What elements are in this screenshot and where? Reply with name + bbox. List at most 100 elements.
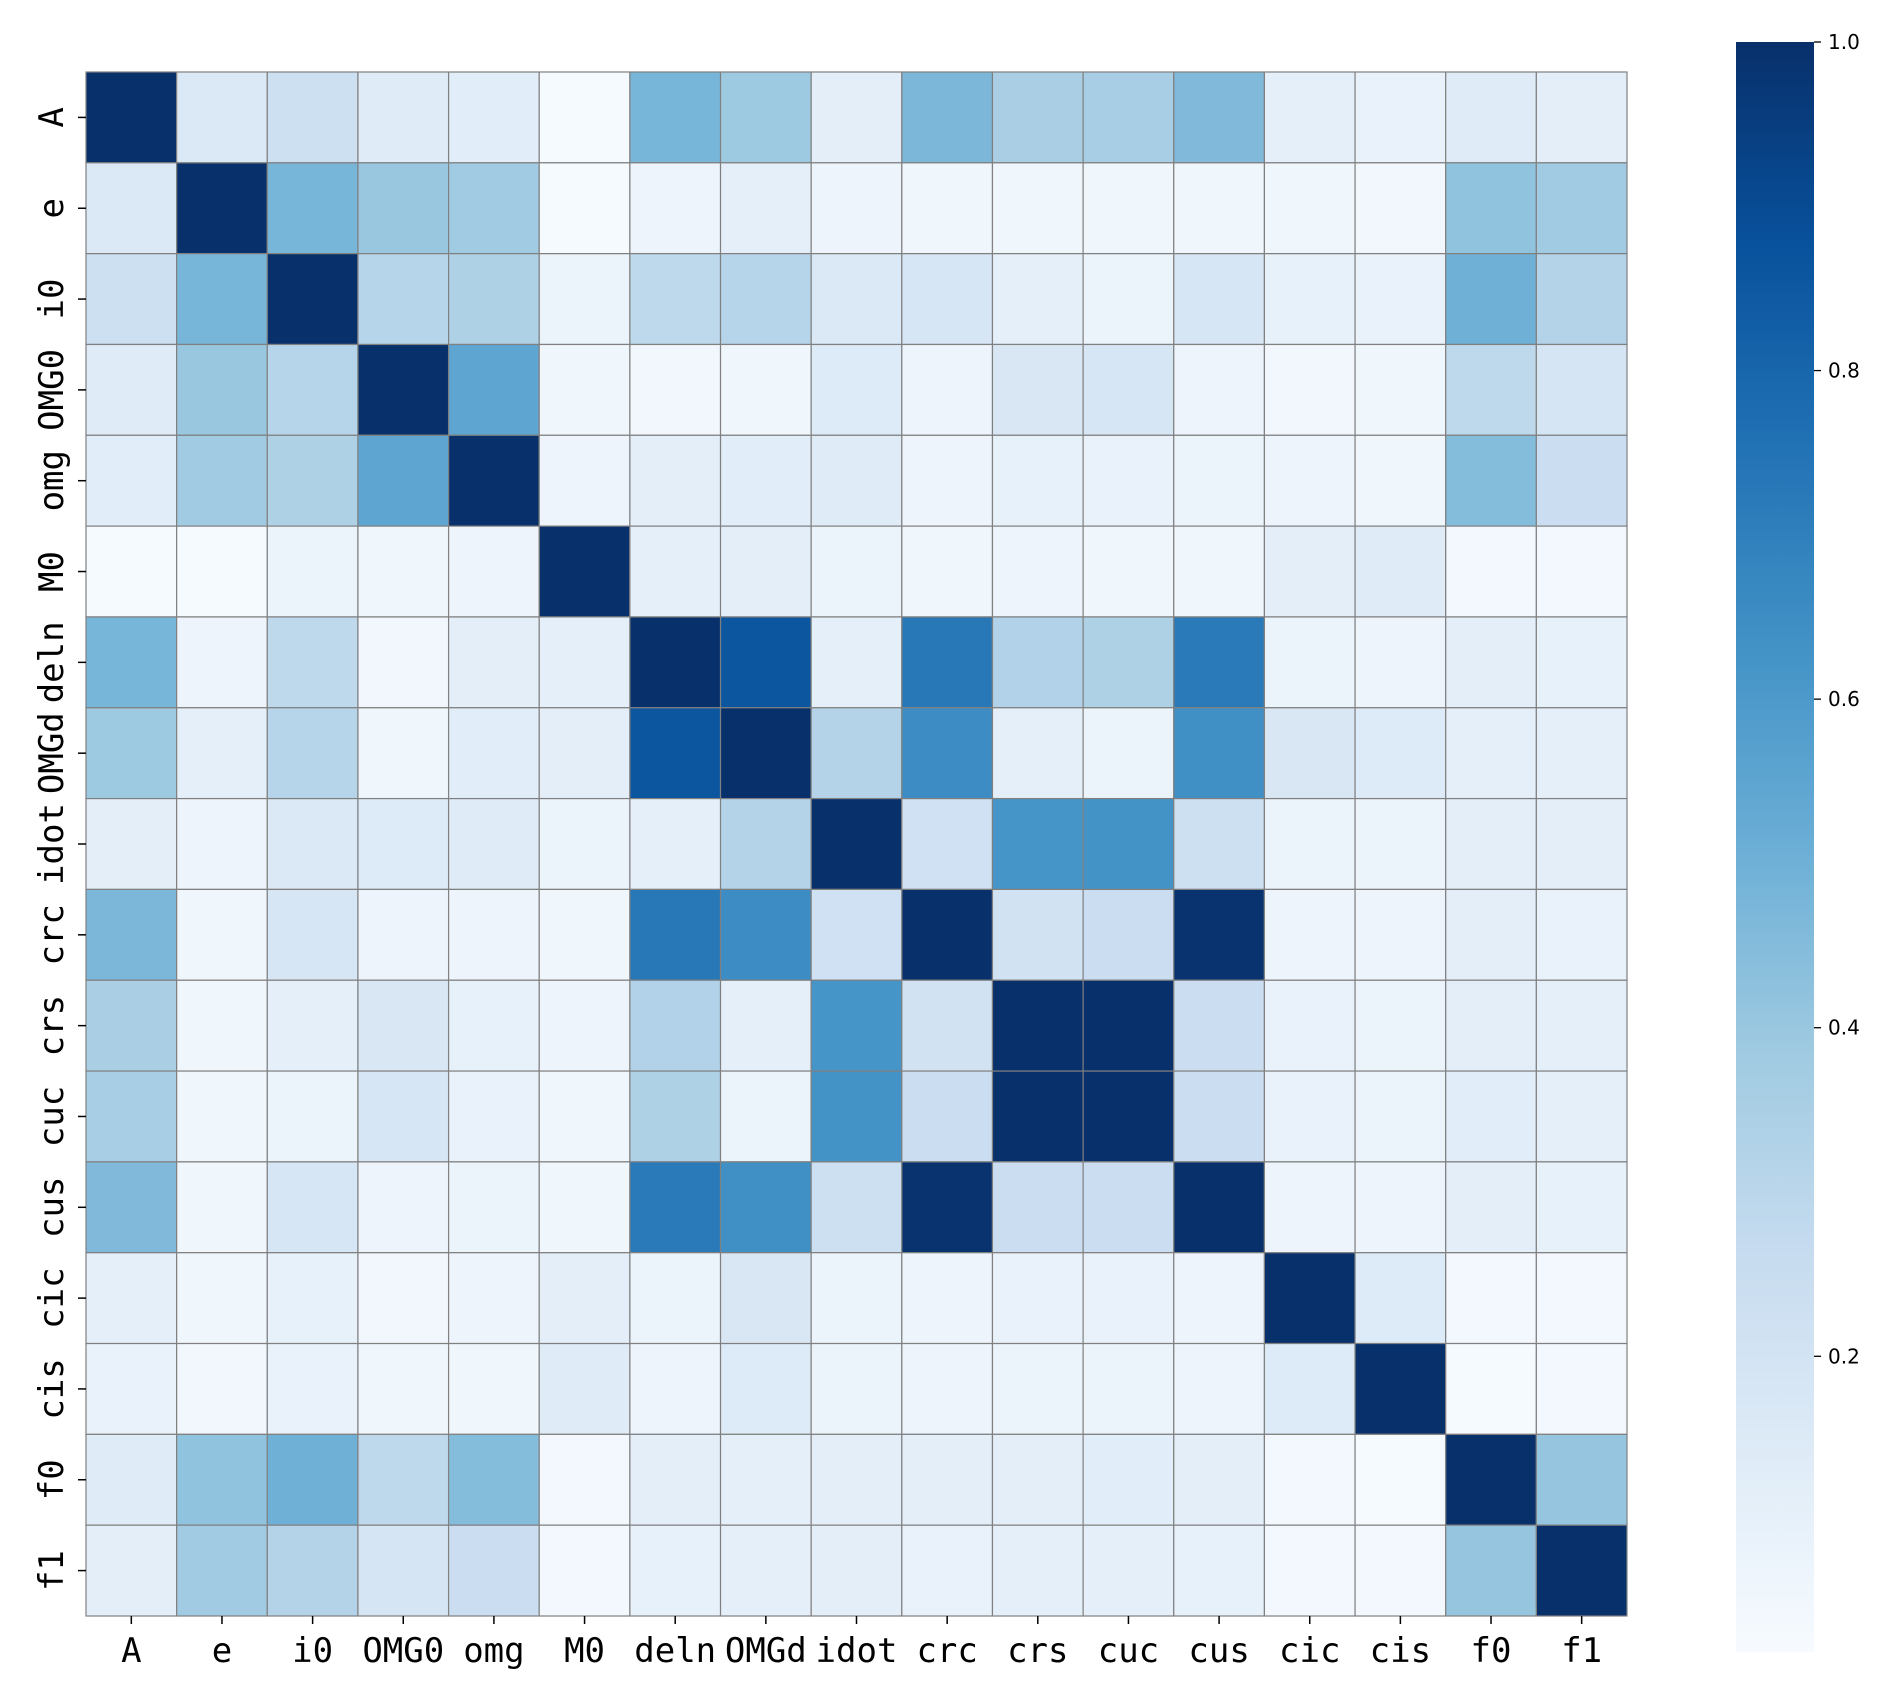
heatmap-cell-OMG0-cic <box>1263 343 1356 436</box>
x-tick-label-idot: idot <box>816 1631 898 1671</box>
heatmap-cell-idot-cus <box>1173 797 1266 891</box>
heatmap-cell-cis-A <box>85 1342 178 1435</box>
heatmap-cell-omg-cis <box>1354 434 1447 527</box>
heatmap-cell-OMGd-e <box>176 707 268 800</box>
heatmap-cell-OMG0-crc <box>901 343 994 436</box>
heatmap-cell-omg-M0 <box>538 434 631 527</box>
heatmap-cell-e-cus <box>1173 162 1266 255</box>
heatmap-cell-OMGd-cus <box>1173 707 1266 800</box>
heatmap-cell-M0-cuc <box>1082 525 1175 618</box>
heatmap-cell-OMGd-omg <box>447 707 540 800</box>
heatmap-cell-idot-cic <box>1263 797 1356 891</box>
heatmap-cell-idot-i0 <box>266 797 359 891</box>
heatmap-cell-cuc-deln <box>629 1070 722 1163</box>
heatmap-cell-crc-OMG0 <box>357 888 450 981</box>
heatmap-cell-OMG0-deln <box>629 343 722 436</box>
heatmap-cell-cis-i0 <box>266 1342 359 1435</box>
heatmap-cell-cic-f0 <box>1445 1252 1537 1345</box>
heatmap-cell-A-A <box>85 71 178 164</box>
heatmap-cell-OMGd-crs <box>991 707 1084 800</box>
heatmap-cell-OMGd-A <box>85 707 178 800</box>
heatmap-cell-M0-cis <box>1354 525 1447 618</box>
heatmap-cell-idot-omg <box>447 797 540 891</box>
heatmap-cell-cis-cic <box>1263 1342 1356 1435</box>
heatmap-cell-f0-cus <box>1173 1433 1266 1526</box>
x-tick-label-f0: f0 <box>1471 1631 1512 1671</box>
heatmap-cell-f0-e <box>176 1433 268 1526</box>
heatmap-cell-omg-idot <box>810 434 903 527</box>
heatmap-cell-cis-deln <box>629 1342 722 1435</box>
heatmap-cell-f0-M0 <box>538 1433 631 1526</box>
heatmap-cell-idot-M0 <box>538 797 631 891</box>
heatmap-cell-cuc-OMGd <box>719 1070 812 1163</box>
heatmap-cell-A-cis <box>1354 71 1447 164</box>
heatmap-cell-i0-cis <box>1354 253 1447 346</box>
y-tick-label-OMGd: OMGd <box>32 712 72 794</box>
heatmap-cells <box>85 71 1628 1617</box>
heatmap-cell-f0-OMG0 <box>357 1433 450 1526</box>
heatmap-cell-cic-e <box>176 1252 268 1345</box>
heatmap-cell-e-cis <box>1354 162 1447 255</box>
heatmap-cell-cis-M0 <box>538 1342 631 1435</box>
heatmap-cell-idot-f1 <box>1535 797 1628 891</box>
heatmap-cell-OMG0-cis <box>1354 343 1447 436</box>
heatmap-cell-deln-crc <box>901 616 994 709</box>
heatmap-cell-crc-A <box>85 888 178 981</box>
heatmap-cell-omg-cus <box>1173 434 1266 527</box>
heatmap-cell-A-omg <box>447 71 540 164</box>
heatmap-cell-OMGd-cis <box>1354 707 1447 800</box>
heatmap-cell-f0-cis <box>1354 1433 1447 1526</box>
heatmap-cell-e-crs <box>991 162 1084 255</box>
y-tick-label-M0: M0 <box>32 551 72 592</box>
heatmap-cell-f1-cic <box>1263 1524 1356 1617</box>
heatmap-cell-i0-omg <box>447 253 540 346</box>
heatmap-cell-crs-i0 <box>266 979 359 1072</box>
heatmap-cell-cis-crs <box>991 1342 1084 1435</box>
heatmap-cell-M0-e <box>176 525 268 618</box>
heatmap-cell-f1-cis <box>1354 1524 1447 1617</box>
heatmap-cell-crs-crs <box>991 979 1084 1072</box>
heatmap-cell-cis-crc <box>901 1342 994 1435</box>
heatmap-cell-i0-f1 <box>1535 253 1628 346</box>
heatmap-cell-crs-e <box>176 979 268 1072</box>
heatmap-cell-OMG0-f1 <box>1535 343 1628 436</box>
colorbar-tick-label: 0.6 <box>1828 687 1860 711</box>
x-tick-label-omg: omg <box>463 1631 524 1671</box>
x-tick-label-i0: i0 <box>292 1631 333 1671</box>
x-tick-label-OMG0: OMG0 <box>362 1631 444 1671</box>
heatmap-cell-crc-f0 <box>1445 888 1537 981</box>
heatmap-cell-crc-i0 <box>266 888 359 981</box>
heatmap-cell-f1-deln <box>629 1524 722 1617</box>
heatmap-cell-OMGd-OMGd <box>719 707 812 800</box>
y-tick-label-cus: cus <box>32 1177 72 1238</box>
heatmap-cell-M0-cic <box>1263 525 1356 618</box>
x-tick-label-f1: f1 <box>1561 1631 1602 1671</box>
heatmap-cell-omg-omg <box>447 434 540 527</box>
heatmap-cell-cus-omg <box>447 1161 540 1254</box>
heatmap-cell-cis-f1 <box>1535 1342 1628 1435</box>
colorbar-tick-label: 0.8 <box>1828 359 1860 383</box>
heatmap-cell-cus-OMGd <box>719 1161 812 1254</box>
heatmap-cell-i0-OMGd <box>719 253 812 346</box>
heatmap-cell-e-i0 <box>266 162 359 255</box>
heatmap-cell-crc-cuc <box>1082 888 1175 981</box>
heatmap-cell-OMGd-f1 <box>1535 707 1628 800</box>
heatmap-cell-f0-idot <box>810 1433 903 1526</box>
heatmap-cell-cus-idot <box>810 1161 903 1254</box>
heatmap-cell-OMGd-i0 <box>266 707 359 800</box>
heatmap-cell-crc-crs <box>991 888 1084 981</box>
heatmap-cell-omg-crs <box>991 434 1084 527</box>
heatmap-cell-crs-OMG0 <box>357 979 450 1072</box>
heatmap-cell-M0-f0 <box>1445 525 1537 618</box>
heatmap-cell-deln-idot <box>810 616 903 709</box>
heatmap-cell-crc-e <box>176 888 268 981</box>
heatmap-cell-omg-crc <box>901 434 994 527</box>
heatmap-cell-OMGd-deln <box>629 707 722 800</box>
heatmap-cell-crc-cis <box>1354 888 1447 981</box>
heatmap-cell-crs-omg <box>447 979 540 1072</box>
y-tick-label-crs: crs <box>32 995 72 1056</box>
heatmap-cell-f1-cuc <box>1082 1524 1175 1617</box>
heatmap-cell-cuc-f1 <box>1535 1070 1628 1163</box>
y-tick-label-cic: cic <box>32 1267 72 1328</box>
